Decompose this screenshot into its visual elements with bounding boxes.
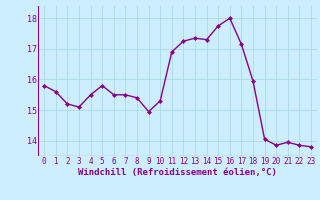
X-axis label: Windchill (Refroidissement éolien,°C): Windchill (Refroidissement éolien,°C) <box>78 168 277 177</box>
